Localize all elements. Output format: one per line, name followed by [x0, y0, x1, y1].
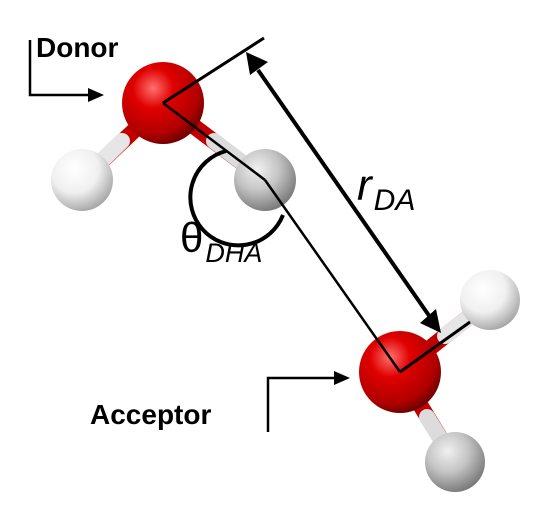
- distance-symbol: r: [357, 161, 374, 210]
- acceptor-pointer-arrowhead: [334, 371, 350, 385]
- donor-pointer-line: [28, 40, 92, 97]
- acceptor-label: Acceptor: [90, 399, 211, 430]
- acceptor-hydrogen-atom-1: [460, 270, 520, 330]
- angle-arc: [188, 149, 285, 248]
- distance-arrow-line: [256, 68, 432, 319]
- donor-hydrogen-atom-1: [51, 149, 113, 211]
- angle-subscript: DHA: [205, 238, 262, 268]
- donor-extension-tick: [162, 36, 265, 105]
- distance-subscript: DA: [374, 184, 416, 217]
- angle-symbol: θ: [180, 214, 203, 261]
- distance-arrowhead-top: [246, 52, 268, 75]
- acceptor-hydrogen-atom-2: [425, 432, 485, 492]
- geometry-overlay: [28, 36, 471, 432]
- acceptor-molecule: [359, 270, 520, 492]
- donor-pointer-arrowhead: [88, 88, 104, 102]
- distance-arrowhead-bottom: [420, 309, 441, 333]
- angle-label: θDHA: [180, 214, 262, 268]
- distance-label: rDA: [357, 161, 415, 217]
- donor-molecule: [51, 62, 296, 211]
- donor-label: Donor: [36, 32, 119, 63]
- acceptor-extension-tick: [399, 320, 471, 374]
- hydrogen-acceptor-line: [263, 179, 402, 373]
- donor-hydrogen-line: [162, 102, 266, 181]
- acceptor-pointer-line: [266, 376, 338, 432]
